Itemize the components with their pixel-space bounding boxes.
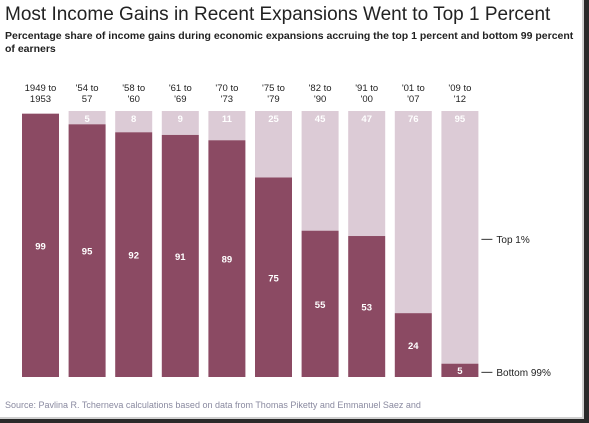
legend-label-bottom99: Bottom 99% xyxy=(496,368,551,379)
tick-label-2-1: '60 xyxy=(128,94,140,105)
bar-top1-1 xyxy=(68,111,106,125)
tick-label-7-1: '00 xyxy=(361,94,373,105)
data-label-bottom99-4: 89 xyxy=(222,255,233,266)
source-note: Source: Pavlina R. Tcherneva calculation… xyxy=(5,400,421,410)
bar-top1-2 xyxy=(115,111,153,133)
bar-top1-8 xyxy=(394,111,432,314)
data-label-bottom99-8: 24 xyxy=(408,341,419,352)
tick-label-0-1: 1953 xyxy=(30,94,51,105)
tick-label-9-0: '09 to xyxy=(448,83,471,94)
tick-label-8-1: '07 xyxy=(407,94,419,105)
bar-bottom99-1 xyxy=(68,124,106,377)
tick-label-5-0: '75 to xyxy=(262,83,285,94)
bar-bottom99-8 xyxy=(394,313,432,377)
chart-title: Most Income Gains in Recent Expansions W… xyxy=(5,4,551,25)
data-label-bottom99-2: 92 xyxy=(128,251,139,262)
tick-label-4-1: '73 xyxy=(221,94,233,105)
bar-top1-6 xyxy=(301,111,339,231)
tick-label-3-0: '61 to xyxy=(169,83,192,94)
bar-top1-5 xyxy=(255,111,292,178)
data-label-top1-5: 25 xyxy=(268,114,279,125)
bar-bottom99-7 xyxy=(348,236,386,377)
data-label-top1-9: 95 xyxy=(455,114,466,125)
bar-top1-9 xyxy=(441,111,479,364)
data-label-bottom99-3: 91 xyxy=(175,252,186,263)
data-label-top1-2: 8 xyxy=(131,114,136,125)
bar-bottom99-9 xyxy=(441,363,479,377)
data-label-top1-4: 11 xyxy=(222,114,233,125)
data-label-bottom99-6: 55 xyxy=(315,300,326,311)
data-label-top1-6: 45 xyxy=(315,114,326,125)
tick-label-7-0: '91 to xyxy=(355,83,378,94)
tick-label-5-1: '79 xyxy=(267,94,279,105)
bar-bottom99-5 xyxy=(255,177,292,377)
tick-label-2-0: '58 to xyxy=(122,83,145,94)
chart-subtitle: Percentage share of income gains during … xyxy=(5,30,574,55)
data-label-bottom99-9: 5 xyxy=(457,366,463,377)
data-label-top1-3: 9 xyxy=(178,114,183,125)
data-label-bottom99-1: 95 xyxy=(82,247,93,258)
tick-label-4-0: '70 to xyxy=(215,83,238,94)
tick-label-9-1: '12 xyxy=(454,94,466,105)
data-label-top1-1: 5 xyxy=(84,114,90,125)
bar-bottom99-4 xyxy=(208,140,246,377)
bar-bottom99-3 xyxy=(161,134,199,377)
tick-label-6-0: '82 to xyxy=(309,83,332,94)
data-label-bottom99-0: 99 xyxy=(35,241,46,252)
tick-label-8-0: '01 to xyxy=(402,83,425,94)
bar-bottom99-2 xyxy=(115,132,153,377)
legend-label-top1: Top 1% xyxy=(496,235,529,246)
tick-label-1-0: '54 to xyxy=(76,83,99,94)
data-label-top1-7: 47 xyxy=(361,114,372,125)
tick-label-6-1: '90 xyxy=(314,94,326,105)
bar-top1-4 xyxy=(208,111,246,141)
tick-label-0-0: 1949 to xyxy=(25,83,57,94)
tick-label-3-1: '69 xyxy=(174,94,186,105)
tick-label-1-1: 57 xyxy=(82,94,93,105)
bar-bottom99-0 xyxy=(22,113,59,377)
data-label-bottom99-7: 53 xyxy=(361,303,372,314)
data-label-bottom99-5: 75 xyxy=(268,273,279,284)
bar-top1-3 xyxy=(161,111,199,135)
data-label-top1-8: 76 xyxy=(408,114,419,125)
bar-bottom99-6 xyxy=(301,230,339,377)
bar-top1-7 xyxy=(348,111,386,237)
